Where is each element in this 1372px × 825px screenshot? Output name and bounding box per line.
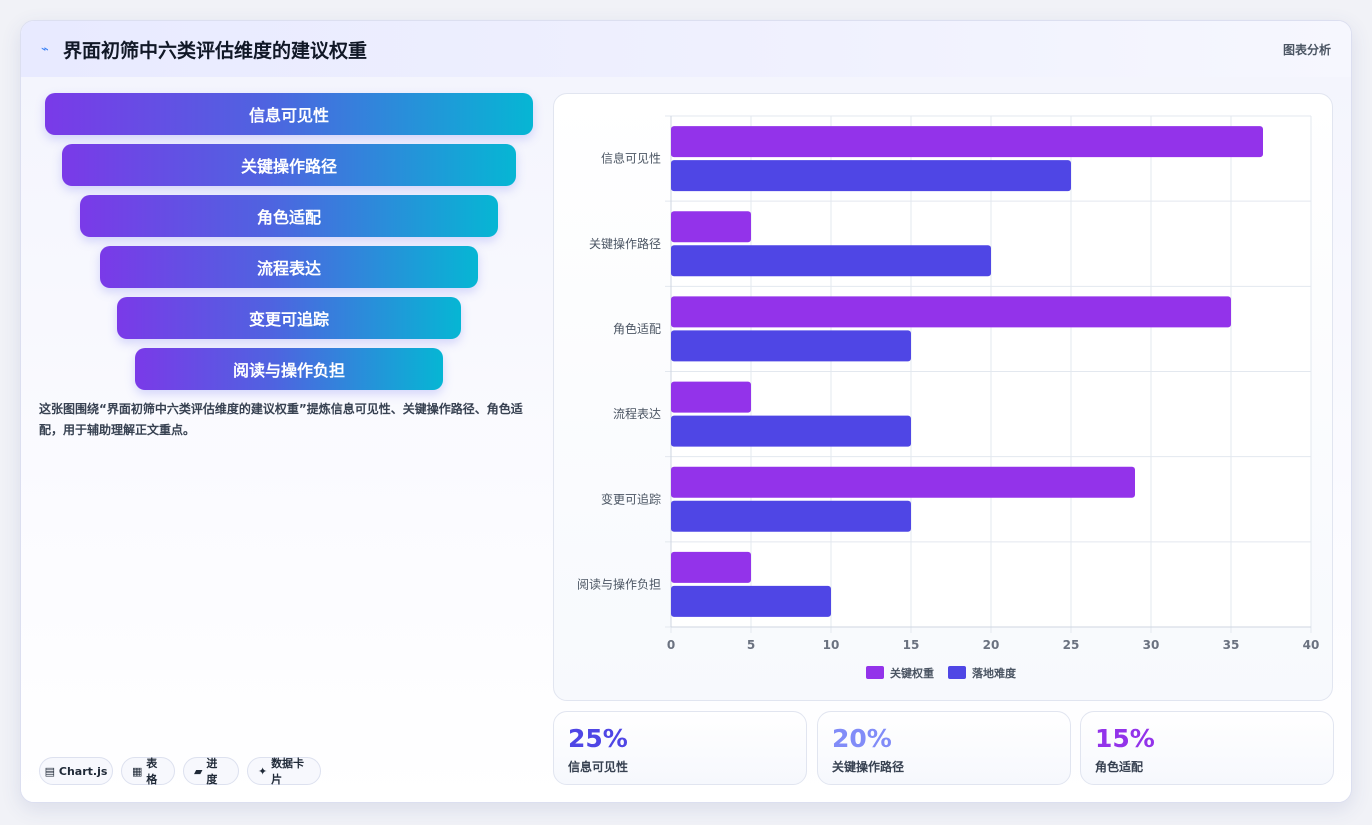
stat-label: 关键操作路径 [832,760,905,774]
funnel-step: 信息可见性 [45,93,533,135]
y-tick-label: 流程表达 [613,406,661,421]
stat-value: 25% [568,724,628,753]
bar-key-weight [671,126,1263,158]
legend-swatch [866,666,884,679]
bar-difficulty [671,330,911,362]
y-tick-label: 信息可见性 [601,151,661,166]
stat-label: 角色适配 [1095,760,1144,774]
chart-panel: 信息可见性关键操作路径角色适配流程表达变更可追踪阅读与操作负担 0 5 10 15 20 2… [553,93,1333,701]
x-tick-label: 20 [983,638,1000,652]
funnel-step: 角色适配 [80,195,498,237]
stat-card: 25% 信息可见性 [553,711,807,785]
table-icon: ▦ [132,764,143,778]
stat-card: 15% 角色适配 [1080,711,1334,785]
chip-data-card[interactable]: ✦ 数据卡片 [247,757,321,786]
chip-progress[interactable]: ▰ 进度 [183,757,239,786]
stat-value: 15% [1095,724,1155,753]
progress-icon: ▰ [194,764,203,778]
funnel-step: 阅读与操作负担 [135,348,443,390]
x-tick-label: 30 [1143,638,1160,652]
chip-label: 数据卡片 [271,757,305,786]
pulse-icon: ⌁ [41,41,49,57]
header-tag: 图表分析 [1282,42,1331,57]
x-tick-label: 40 [1303,638,1320,652]
bar-key-weight [671,466,1135,498]
legend-swatch [948,666,966,679]
chart-description: 这张图围绕“界面初筛中六类评估维度的建议权重”提炼信息可见性、关键操作路径、角色… [39,402,523,437]
y-tick-label: 阅读与操作负担 [577,576,661,591]
bar-difficulty [671,160,1071,192]
chip-label: 表格 [146,757,158,786]
y-tick-label: 变更可追踪 [601,491,661,506]
bar-difficulty [671,500,911,532]
stat-card: 20% 关键操作路径 [817,711,1071,785]
sparkle-icon: ✦ [258,764,268,778]
y-tick-label: 关键操作路径 [589,236,661,251]
bar-key-weight [671,551,751,583]
main-card: ⌁ 界面初筛中六类评估维度的建议权重 图表分析 信息可见性 关键操作路径 角色适… [20,20,1352,803]
chip-label: Chart.js [58,764,108,778]
chip-label: 进度 [206,757,218,786]
funnel-step: 变更可追踪 [117,297,461,339]
stat-value: 20% [832,724,892,753]
funnel-step: 流程表达 [100,246,478,288]
bar-key-weight [671,381,751,413]
card-header: ⌁ 界面初筛中六类评估维度的建议权重 图表分析 [21,21,1351,77]
bar-difficulty [671,245,991,277]
y-tick-label: 角色适配 [613,322,661,336]
chip-chartjs[interactable]: ▤ Chart.js [39,757,113,785]
bar-difficulty [671,585,831,617]
stat-label: 信息可见性 [568,760,629,774]
funnel-step: 关键操作路径 [62,144,516,186]
bar-key-weight [671,211,751,243]
x-tick-label: 0 [667,638,675,652]
page-title: 界面初筛中六类评估维度的建议权重 [63,39,368,62]
bar-difficulty [671,415,911,447]
legend-label: 关键权重 [890,666,934,680]
legend-label: 落地难度 [972,666,1017,680]
x-tick-label: 5 [747,638,755,652]
x-tick-label: 35 [1223,638,1240,652]
chart-icon: ▤ [44,764,56,778]
chip-table[interactable]: ▦ 表格 [121,757,175,786]
x-tick-label: 25 [1063,638,1080,652]
bar-key-weight [671,296,1231,328]
x-tick-label: 10 [823,638,840,652]
x-tick-label: 15 [903,638,920,652]
